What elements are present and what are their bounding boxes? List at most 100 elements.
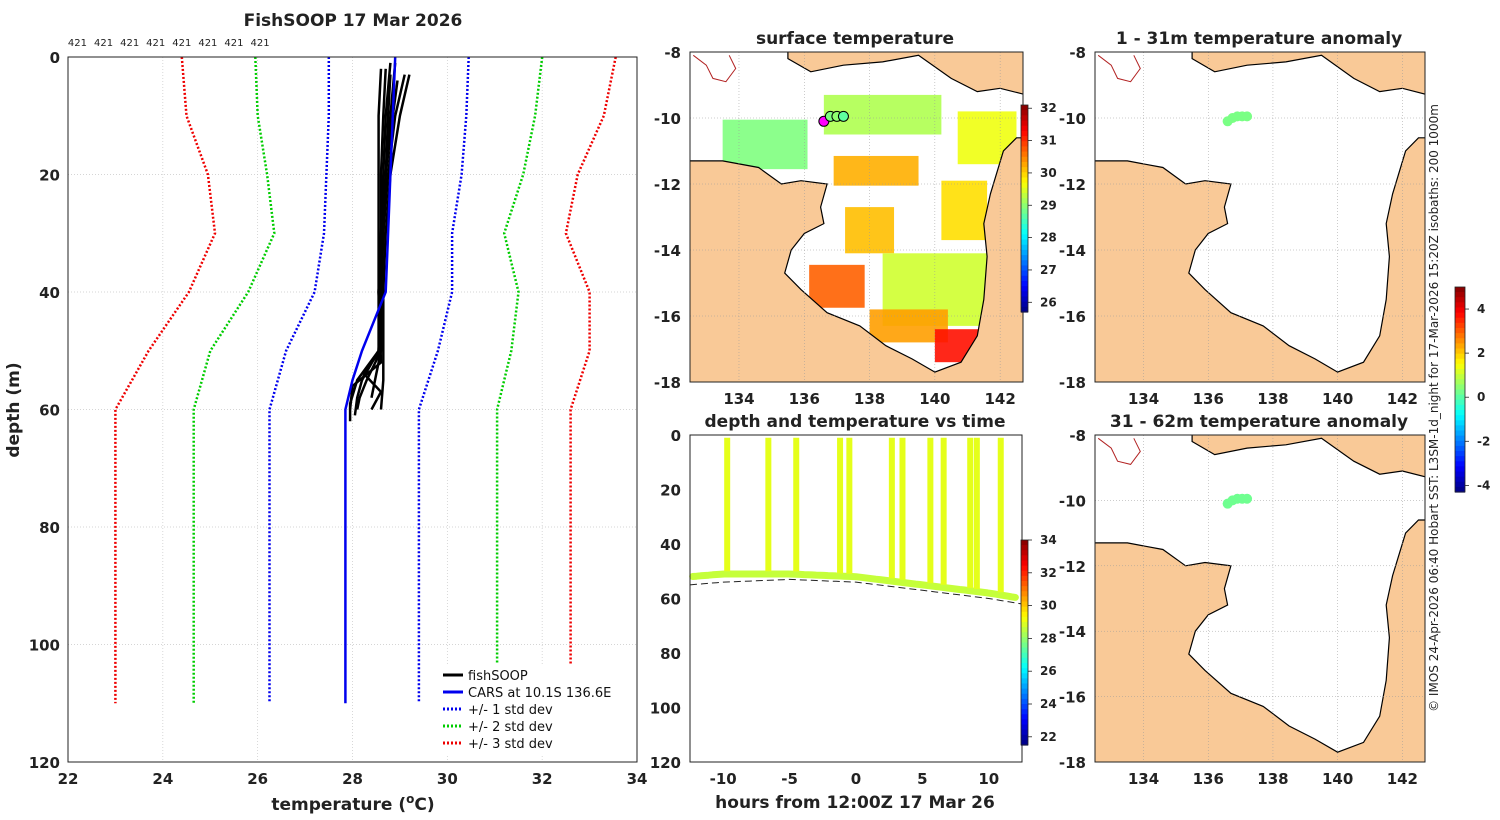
colorbar-segment	[1455, 374, 1465, 380]
surface-title: surface temperature	[756, 29, 954, 49]
colorbar-segment	[1021, 545, 1028, 551]
colorbar-segment	[1021, 244, 1028, 251]
australia-land	[690, 137, 1023, 382]
map-ytick: -12	[1059, 558, 1086, 576]
anomaly2-map: 134 136 138 140 142 -8 -10 -12 -14 -16 -18	[1059, 427, 1426, 788]
colorbar-tick-label: 26	[1040, 664, 1057, 678]
profile-ytick: 100	[29, 637, 60, 655]
legend-box	[437, 664, 627, 756]
colorbar-segment	[1021, 115, 1028, 122]
profile-legend: fishSOOP CARS at 10.1S 136.6E +/- 1 std …	[437, 664, 627, 756]
colorbar-segment	[1021, 234, 1028, 241]
profile-count-label: 421	[172, 38, 191, 49]
map-xtick: 138	[1257, 770, 1288, 788]
australia-land	[1095, 519, 1425, 762]
map-content	[690, 52, 1023, 382]
map-ytick: -10	[654, 110, 681, 128]
map-ytick: -16	[654, 308, 681, 326]
colorbar-segment	[1455, 379, 1465, 385]
colorbar-segment	[1021, 704, 1028, 710]
fishsoop-profile-line	[379, 74, 411, 410]
fishsoop-profile-line	[362, 62, 392, 411]
colorbar-tick-label: 32	[1040, 566, 1057, 580]
colorbar-segment	[1455, 430, 1465, 437]
colorbar-segment	[1021, 570, 1028, 577]
colorbar-segment	[1021, 265, 1028, 272]
timeseries-colorbar: 34 32 30 28 26 24 22	[1020, 533, 1057, 746]
colorbar-segment	[1021, 249, 1028, 256]
anomaly1-map: 134 136 138 140 142 -8 -10 -12 -14 -16 -18	[1059, 44, 1426, 408]
colorbar-segment	[1455, 415, 1465, 421]
colorbar-segment	[1021, 555, 1028, 562]
sst-data-patch	[809, 264, 865, 308]
station-marker	[837, 110, 849, 122]
timeseries-ytick: 80	[660, 645, 681, 663]
profile-std-upper-line	[495, 56, 544, 704]
legend-label-cars: CARS at 10.1S 136.6E	[468, 686, 611, 701]
colorbar-segment	[1021, 606, 1028, 613]
map-xtick: 138	[854, 390, 885, 408]
colorbar-segment	[1021, 729, 1028, 736]
colorbar-segment	[1021, 622, 1028, 628]
colorbar-segment	[1021, 663, 1028, 669]
colorbar-segment	[1021, 182, 1028, 189]
colorbar-segment	[1021, 270, 1028, 277]
anomaly-marker	[1242, 111, 1253, 122]
profile-ytick: 120	[29, 754, 60, 772]
colorbar-segment	[1021, 161, 1028, 168]
map-frame	[1094, 434, 1426, 763]
colorbar-segment	[1021, 208, 1028, 215]
colorbar-segment	[1021, 192, 1028, 199]
map-xtick: 138	[1257, 390, 1288, 408]
colorbar-segment	[1455, 353, 1465, 360]
map-ytick: -14	[654, 242, 681, 260]
profile-count-label: 421	[120, 38, 139, 49]
profile-count-label: 421	[94, 38, 113, 49]
colorbar-segment	[1021, 714, 1028, 720]
map-xtick: 142	[1387, 770, 1418, 788]
new-guinea-land	[1191, 52, 1425, 95]
colorbar-segment	[1021, 136, 1028, 142]
colorbar-segment	[1455, 307, 1465, 314]
colorbar-segment	[1455, 394, 1465, 401]
timeseries-ytick: 60	[660, 591, 681, 609]
timeseries-xtick: -10	[710, 770, 737, 788]
profile-lines	[114, 56, 617, 704]
profile-grid	[67, 56, 638, 763]
isobath-line	[1097, 54, 1141, 83]
colorbar-segment	[1021, 125, 1028, 132]
isobath-line	[1097, 437, 1141, 465]
colorbar-segment	[1021, 540, 1028, 546]
colorbar-segment	[1021, 637, 1028, 644]
colorbar-segment	[1455, 369, 1465, 375]
colorbar-tick-label: 29	[1040, 198, 1057, 212]
colorbar-tick-label: 24	[1040, 697, 1057, 711]
colorbar-segment	[1455, 481, 1465, 488]
colorbar-segment	[1455, 348, 1465, 355]
colorbar-segment	[1455, 328, 1465, 334]
colorbar-segment	[1021, 255, 1028, 261]
colorbar-segment	[1021, 575, 1028, 582]
colorbar-tick-label: 34	[1040, 533, 1057, 547]
map-ytick: -16	[1059, 689, 1086, 707]
legend-label-1sd: +/- 1 std dev	[468, 703, 553, 718]
colorbar-segment	[1021, 291, 1028, 298]
colorbar-segment	[1455, 466, 1465, 473]
legend-label-fishsoop: fishSOOP	[468, 669, 528, 684]
colorbar-segment	[1021, 652, 1028, 659]
profile-ytick: 20	[39, 167, 60, 185]
profile-std-lower-line	[192, 56, 276, 704]
profile-ylabel: depth (m)	[4, 362, 24, 457]
profile-xtick: 32	[532, 770, 553, 788]
profile-std-lower-line	[268, 57, 331, 704]
colorbar-segment	[1021, 586, 1028, 592]
colorbar-segment	[1021, 172, 1028, 179]
colorbar-segment	[1021, 560, 1028, 567]
isobath-line	[692, 54, 737, 83]
colorbar-segment	[1455, 476, 1465, 483]
colorbar-segment	[1021, 130, 1028, 137]
map-content	[1095, 52, 1425, 382]
profile-xtick: 26	[247, 770, 268, 788]
colorbar-segment	[1021, 693, 1028, 700]
